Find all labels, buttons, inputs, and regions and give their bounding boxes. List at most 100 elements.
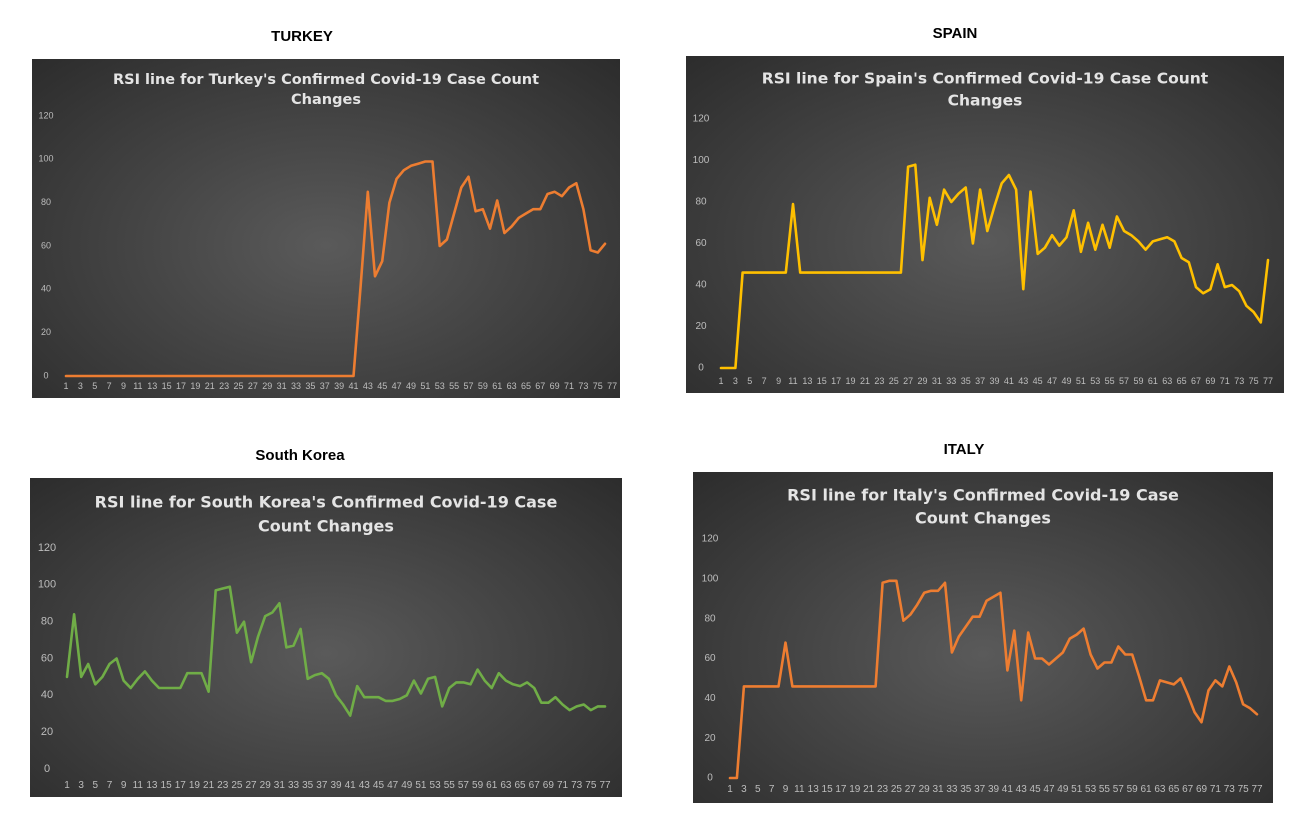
x-tick-label: 35 [305, 381, 315, 391]
x-tick-label: 15 [822, 784, 834, 795]
x-tick-label: 71 [1220, 376, 1230, 386]
x-tick-label: 1 [64, 780, 70, 791]
y-tick-label: 80 [695, 197, 707, 208]
heading-spain: SPAIN [932, 25, 978, 42]
y-tick-label: 80 [41, 197, 51, 207]
x-tick-label: 43 [359, 780, 371, 791]
x-tick-label: 17 [835, 784, 847, 795]
x-tick-label: 19 [846, 376, 856, 386]
x-tick-label: 17 [831, 376, 841, 386]
x-tick-label: 41 [345, 780, 357, 791]
y-tick-label: 0 [707, 773, 713, 784]
x-tick-label: 37 [975, 376, 985, 386]
x-tick-label: 53 [435, 381, 445, 391]
x-tick-label: 47 [1043, 784, 1055, 795]
chart-panel-spain: RSI line for Spain's Confirmed Covid-19 … [686, 56, 1284, 393]
x-tick-label: 13 [146, 780, 158, 791]
x-tick-label: 43 [1016, 784, 1028, 795]
x-tick-label: 67 [1191, 376, 1201, 386]
x-tick-label: 53 [430, 780, 442, 791]
x-tick-label: 77 [1263, 376, 1273, 386]
x-tick-label: 33 [946, 784, 958, 795]
chart-title-line: RSI line for Turkey's Confirmed Covid-19… [113, 72, 539, 88]
x-tick-label: 55 [1099, 784, 1111, 795]
x-tick-label: 59 [472, 780, 484, 791]
y-tick-label: 40 [41, 689, 53, 701]
x-tick-label: 59 [478, 381, 488, 391]
x-tick-label: 75 [585, 780, 597, 791]
x-tick-label: 77 [599, 780, 611, 791]
x-tick-label: 39 [989, 376, 999, 386]
x-tick-label: 45 [377, 381, 387, 391]
x-tick-label: 37 [974, 784, 986, 795]
x-tick-label: 51 [420, 381, 430, 391]
heading-turkey: TURKEY [271, 28, 333, 45]
x-tick-label: 19 [190, 381, 200, 391]
x-tick-label: 61 [486, 780, 498, 791]
x-tick-label: 1 [727, 784, 733, 795]
y-tick-label: 0 [698, 363, 704, 374]
x-tick-label: 9 [121, 780, 127, 791]
x-tick-label: 39 [988, 784, 1000, 795]
x-tick-label: 7 [107, 381, 112, 391]
chart-svg-south-korea: RSI line for South Korea's Confirmed Cov… [38, 493, 611, 792]
x-tick-label: 31 [274, 780, 286, 791]
x-tick-label: 31 [932, 784, 944, 795]
y-tick-label: 0 [44, 763, 50, 775]
x-tick-label: 57 [458, 780, 470, 791]
x-tick-label: 73 [1224, 784, 1236, 795]
x-tick-label: 3 [741, 784, 747, 795]
y-tick-label: 40 [704, 693, 716, 704]
x-tick-label: 11 [133, 780, 144, 791]
x-tick-label: 73 [578, 381, 588, 391]
x-tick-label: 33 [288, 780, 300, 791]
x-tick-label: 31 [277, 381, 287, 391]
x-tick-label: 41 [1002, 784, 1014, 795]
x-tick-label: 33 [946, 376, 956, 386]
series-line-south_korea [65, 585, 607, 717]
chart-svg-turkey: RSI line for Turkey's Confirmed Covid-19… [38, 72, 617, 391]
x-tick-label: 3 [78, 780, 84, 791]
y-tick-label: 100 [702, 573, 719, 584]
x-tick-label: 49 [1057, 784, 1069, 795]
x-tick-label: 61 [492, 381, 502, 391]
x-tick-label: 37 [320, 381, 330, 391]
y-tick-label: 20 [41, 327, 51, 337]
x-tick-label: 5 [755, 784, 761, 795]
x-tick-label: 29 [919, 784, 931, 795]
x-tick-label: 57 [1119, 376, 1129, 386]
x-tick-label: 5 [92, 381, 97, 391]
x-tick-label: 35 [302, 780, 314, 791]
x-tick-label: 25 [231, 780, 243, 791]
x-tick-label: 45 [1030, 784, 1042, 795]
x-tick-label: 67 [1182, 784, 1194, 795]
x-tick-label: 17 [175, 780, 187, 791]
chart-title-line: RSI line for South Korea's Confirmed Cov… [95, 493, 558, 512]
x-tick-label: 17 [176, 381, 186, 391]
y-tick-label: 100 [38, 154, 53, 164]
x-tick-label: 61 [1140, 784, 1152, 795]
x-tick-label: 61 [1148, 376, 1158, 386]
y-tick-label: 60 [695, 238, 707, 249]
x-tick-label: 71 [564, 381, 574, 391]
x-tick-label: 53 [1090, 376, 1100, 386]
x-tick-label: 57 [1113, 784, 1125, 795]
x-tick-label: 35 [961, 376, 971, 386]
x-tick-label: 7 [762, 376, 767, 386]
x-tick-label: 27 [245, 780, 257, 791]
x-tick-label: 25 [233, 381, 243, 391]
chart-panel-italy: RSI line for Italy's Confirmed Covid-19 … [693, 472, 1273, 803]
series-line-spain [719, 163, 1270, 370]
x-tick-label: 35 [960, 784, 972, 795]
x-tick-label: 19 [849, 784, 861, 795]
chart-title-line: Changes [948, 92, 1023, 110]
x-tick-label: 53 [1085, 784, 1097, 795]
x-tick-label: 11 [794, 784, 805, 795]
x-tick-label: 15 [817, 376, 827, 386]
x-tick-label: 41 [1004, 376, 1014, 386]
x-tick-label: 27 [905, 784, 917, 795]
chart-panel-south-korea: RSI line for South Korea's Confirmed Cov… [30, 478, 622, 797]
y-tick-label: 40 [41, 284, 51, 294]
x-tick-label: 13 [802, 376, 812, 386]
x-tick-label: 21 [860, 376, 870, 386]
